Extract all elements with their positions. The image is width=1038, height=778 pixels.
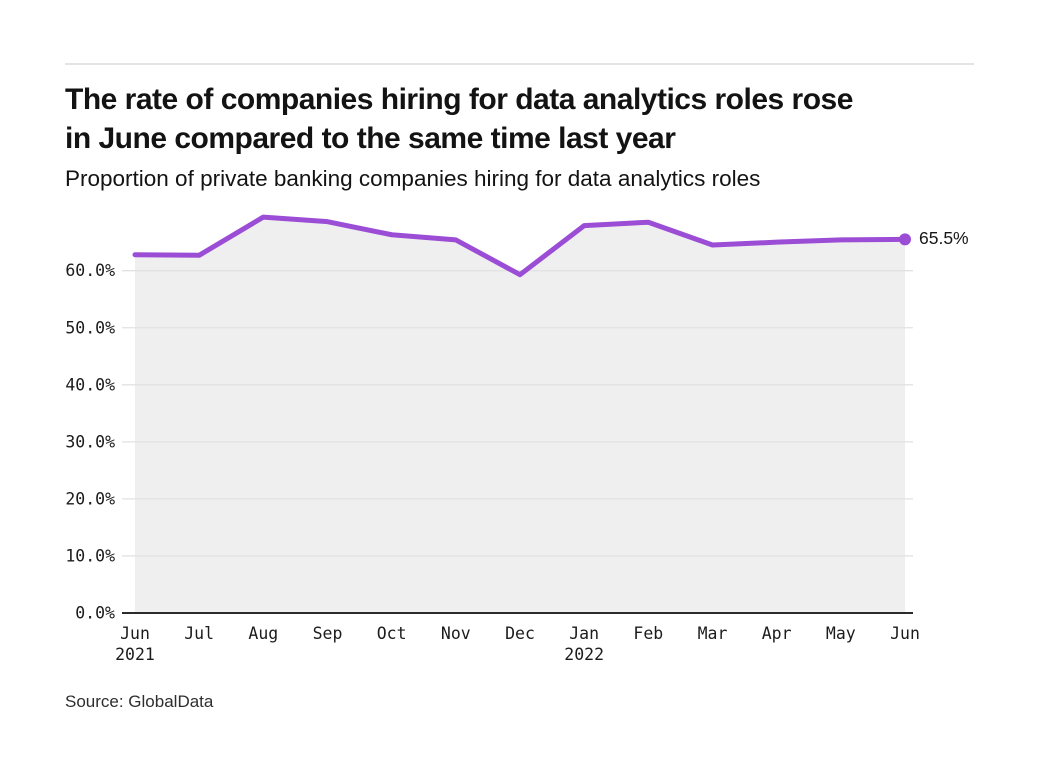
x-tick-label: Oct [377, 624, 407, 643]
x-tick-label: Jul [184, 624, 214, 643]
top-divider [65, 63, 974, 65]
x-tick-label: Jun [890, 624, 920, 643]
x-tick-label: Mar [698, 624, 728, 643]
data-line [132, 214, 908, 278]
x-year-label: 2022 [564, 645, 604, 664]
x-tick-label: Dec [505, 624, 535, 643]
x-tick-label: Nov [441, 624, 471, 643]
x-year-label: 2021 [115, 645, 155, 664]
y-tick-label: 60.0% [65, 261, 115, 280]
y-tick-label: 40.0% [65, 375, 115, 394]
source-attribution: Source: GlobalData [65, 692, 214, 711]
y-tick-label: 30.0% [65, 432, 115, 451]
x-tick-label: Jan [569, 624, 599, 643]
area-fill [135, 217, 905, 613]
y-tick-label: 0.0% [75, 604, 115, 623]
y-tick-label: 10.0% [65, 546, 115, 565]
title-line-1: The rate of companies hiring for data an… [65, 83, 853, 116]
x-tick-label: Jun [120, 624, 150, 643]
x-tick-label: Apr [762, 624, 792, 643]
x-tick-label: May [826, 624, 856, 643]
x-tick-label: Sep [313, 624, 343, 643]
end-point-marker [899, 233, 911, 246]
y-tick-label: 20.0% [65, 489, 115, 508]
y-tick-label: 50.0% [65, 318, 115, 337]
x-tick-label: Aug [248, 624, 278, 643]
chart-title: The rate of companies hiring for data an… [65, 80, 1005, 158]
chart-subtitle: Proportion of private banking companies … [65, 166, 761, 191]
title-line-2: in June compared to the same time last y… [65, 122, 676, 155]
end-value-label: 65.5% [919, 228, 969, 249]
x-tick-label: Feb [633, 624, 663, 643]
